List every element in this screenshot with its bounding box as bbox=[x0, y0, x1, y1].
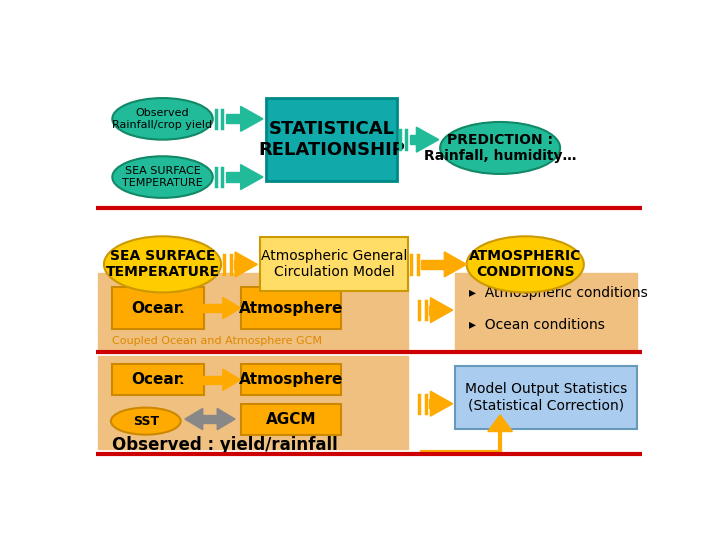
Text: Coupled Ocean and Atmosphere GCM: Coupled Ocean and Atmosphere GCM bbox=[112, 336, 323, 346]
Ellipse shape bbox=[440, 122, 560, 174]
Polygon shape bbox=[179, 298, 197, 319]
FancyBboxPatch shape bbox=[99, 356, 408, 449]
Polygon shape bbox=[222, 298, 240, 319]
FancyBboxPatch shape bbox=[260, 238, 408, 292]
Text: ATMOSPHERIC
CONDITIONS: ATMOSPHERIC CONDITIONS bbox=[469, 249, 582, 280]
FancyBboxPatch shape bbox=[240, 287, 341, 329]
Polygon shape bbox=[431, 391, 453, 416]
Text: Atmospheric General
Circulation Model: Atmospheric General Circulation Model bbox=[261, 249, 408, 280]
Ellipse shape bbox=[112, 156, 213, 198]
Text: SEA SURFACE
TEMPERATURE: SEA SURFACE TEMPERATURE bbox=[105, 249, 220, 280]
Polygon shape bbox=[240, 165, 263, 190]
FancyBboxPatch shape bbox=[234, 260, 246, 269]
FancyBboxPatch shape bbox=[429, 306, 441, 315]
FancyBboxPatch shape bbox=[225, 172, 252, 181]
FancyBboxPatch shape bbox=[410, 135, 428, 144]
FancyBboxPatch shape bbox=[192, 376, 228, 383]
FancyBboxPatch shape bbox=[421, 260, 456, 269]
Text: Observed : yield/rainfall: Observed : yield/rainfall bbox=[112, 436, 338, 454]
Text: Atmosphere: Atmosphere bbox=[239, 372, 343, 387]
Polygon shape bbox=[222, 369, 240, 390]
FancyBboxPatch shape bbox=[99, 273, 408, 349]
Text: Observed
Rainfall/crop yield: Observed Rainfall/crop yield bbox=[112, 108, 212, 130]
Text: ▸  Atmospheric conditions

▸  Ocean conditions: ▸ Atmospheric conditions ▸ Ocean conditi… bbox=[469, 286, 648, 332]
FancyBboxPatch shape bbox=[456, 273, 637, 349]
FancyBboxPatch shape bbox=[240, 404, 341, 435]
FancyBboxPatch shape bbox=[192, 305, 228, 312]
Polygon shape bbox=[217, 408, 235, 430]
Polygon shape bbox=[488, 415, 513, 431]
Text: PREDICTION :
Rainfall, humidity…: PREDICTION : Rainfall, humidity… bbox=[424, 133, 577, 163]
Text: Atmosphere: Atmosphere bbox=[239, 301, 343, 315]
FancyBboxPatch shape bbox=[197, 415, 222, 423]
FancyBboxPatch shape bbox=[240, 364, 341, 395]
Polygon shape bbox=[444, 252, 467, 277]
Polygon shape bbox=[179, 369, 197, 390]
Polygon shape bbox=[235, 252, 258, 277]
FancyBboxPatch shape bbox=[456, 366, 637, 429]
Text: AGCM: AGCM bbox=[266, 412, 316, 427]
Text: Ocean: Ocean bbox=[132, 301, 185, 315]
Text: Ocean: Ocean bbox=[132, 372, 185, 387]
Ellipse shape bbox=[467, 237, 584, 293]
Polygon shape bbox=[416, 127, 438, 152]
Text: STATISTICAL
RELATIONSHIP: STATISTICAL RELATIONSHIP bbox=[258, 120, 405, 159]
FancyBboxPatch shape bbox=[429, 399, 441, 408]
FancyBboxPatch shape bbox=[112, 287, 204, 329]
Ellipse shape bbox=[104, 237, 221, 293]
Ellipse shape bbox=[111, 408, 181, 435]
FancyBboxPatch shape bbox=[266, 98, 397, 181]
Polygon shape bbox=[185, 408, 203, 430]
Text: SEA SURFACE
TEMPERATURE: SEA SURFACE TEMPERATURE bbox=[122, 166, 203, 188]
Ellipse shape bbox=[112, 98, 213, 140]
FancyBboxPatch shape bbox=[225, 114, 252, 124]
Polygon shape bbox=[240, 106, 263, 131]
Text: SST: SST bbox=[132, 415, 159, 428]
FancyBboxPatch shape bbox=[112, 364, 204, 395]
Text: Model Output Statistics
(Statistical Correction): Model Output Statistics (Statistical Cor… bbox=[465, 382, 627, 413]
Polygon shape bbox=[431, 298, 453, 322]
